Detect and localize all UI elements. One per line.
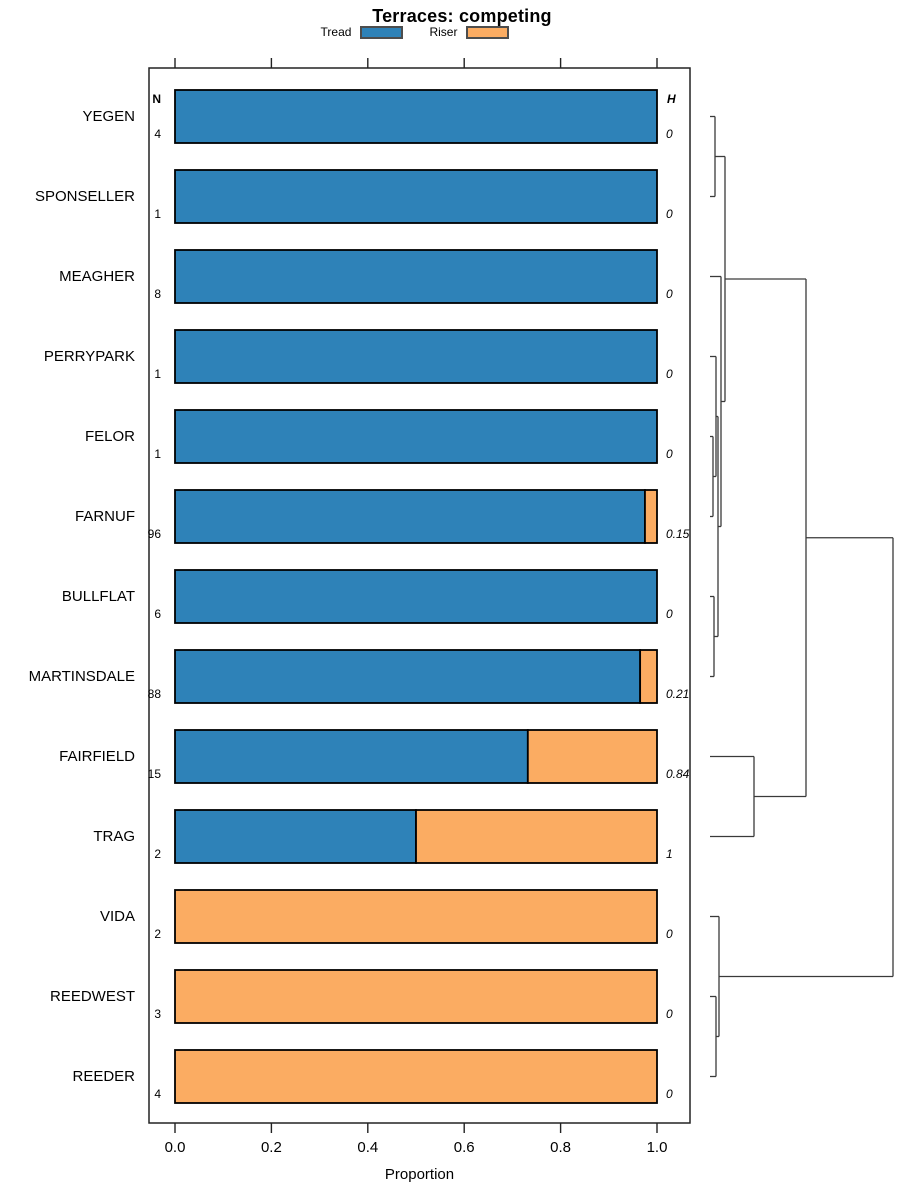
bar-segment-tread xyxy=(174,489,646,544)
h-value: 0 xyxy=(666,447,673,461)
legend-label-riser: Riser xyxy=(429,25,458,39)
n-value: 8 xyxy=(154,287,161,301)
category-label: REEDWEST xyxy=(50,988,135,1005)
h-value: 0.21 xyxy=(666,687,689,701)
h-value: 0 xyxy=(666,1007,673,1021)
plot-border xyxy=(148,67,691,1124)
x-axis-title: Proportion xyxy=(385,1166,454,1183)
h-column-header: H xyxy=(667,92,676,106)
x-axis-tick-label: 0.6 xyxy=(454,1139,475,1156)
legend-swatch-riser-icon xyxy=(466,25,510,39)
category-label: MARTINSDALE xyxy=(29,668,135,685)
n-value: 4 xyxy=(154,127,161,141)
category-label: YEGEN xyxy=(82,108,135,125)
h-value: 0 xyxy=(666,1087,673,1101)
bar-segment-tread xyxy=(174,569,658,624)
category-label: VIDA xyxy=(100,908,135,925)
bar-segment-tread xyxy=(174,409,658,464)
bar-segment-tread xyxy=(174,729,529,784)
x-axis-tick-label: 0.0 xyxy=(165,1139,186,1156)
bar-segment-tread xyxy=(174,809,417,864)
n-value: 96 xyxy=(148,527,162,541)
n-value: 2 xyxy=(154,847,161,861)
h-value: 0 xyxy=(666,367,673,381)
h-value: 0 xyxy=(666,287,673,301)
x-axis-tick-label: 0.2 xyxy=(261,1139,282,1156)
n-value: 6 xyxy=(154,607,161,621)
category-label: BULLFLAT xyxy=(62,588,135,605)
h-value: 0 xyxy=(666,207,673,221)
bar-segment-riser xyxy=(174,889,658,944)
bar-segment-tread xyxy=(174,89,658,144)
n-value: 1 xyxy=(154,367,161,381)
category-label: SPONSELLER xyxy=(35,188,135,205)
bar-segment-tread xyxy=(174,169,658,224)
legend-swatch-tread-icon xyxy=(360,25,404,39)
bar-segment-riser xyxy=(526,729,658,784)
n-value: 3 xyxy=(154,1007,161,1021)
n-value: 1 xyxy=(154,207,161,221)
n-value: 4 xyxy=(154,1087,161,1101)
n-value: 1 xyxy=(154,447,161,461)
bar-segment-riser xyxy=(174,969,658,1024)
category-label: TRAG xyxy=(93,828,135,845)
bar-segment-tread xyxy=(174,329,658,384)
h-value: 0 xyxy=(666,927,673,941)
h-value: 0.15 xyxy=(666,527,690,541)
legend-label-tread: Tread xyxy=(320,25,352,39)
legend: Tread Riser xyxy=(0,25,830,39)
x-axis-tick-label: 0.8 xyxy=(550,1139,571,1156)
n-value: 2 xyxy=(154,927,161,941)
n-value: 88 xyxy=(148,687,162,701)
bar-segment-riser xyxy=(415,809,658,864)
h-value: 0 xyxy=(666,127,673,141)
category-label: REEDER xyxy=(72,1068,135,1085)
n-column-header: N xyxy=(152,92,161,106)
category-label: MEAGHER xyxy=(59,268,135,285)
category-label: FELOR xyxy=(85,428,135,445)
h-value: 0 xyxy=(666,607,673,621)
x-axis-tick-label: 1.0 xyxy=(647,1139,668,1156)
n-value: 15 xyxy=(148,767,162,781)
h-value: 0.84 xyxy=(666,767,690,781)
legend-item-riser: Riser xyxy=(429,25,510,39)
bar-segment-tread xyxy=(174,249,658,304)
bar-segment-riser xyxy=(644,489,658,544)
bar-segment-riser xyxy=(639,649,658,704)
bar-segment-riser xyxy=(174,1049,658,1104)
h-value: 1 xyxy=(666,847,673,861)
category-label: PERRYPARK xyxy=(44,348,135,365)
category-label: FAIRFIELD xyxy=(59,748,135,765)
category-label: FARNUF xyxy=(75,508,135,525)
chart-title: Terraces: competing xyxy=(372,6,552,26)
legend-item-tread: Tread xyxy=(321,25,404,39)
x-axis-tick-label: 0.4 xyxy=(357,1139,378,1156)
bar-segment-tread xyxy=(174,649,642,704)
